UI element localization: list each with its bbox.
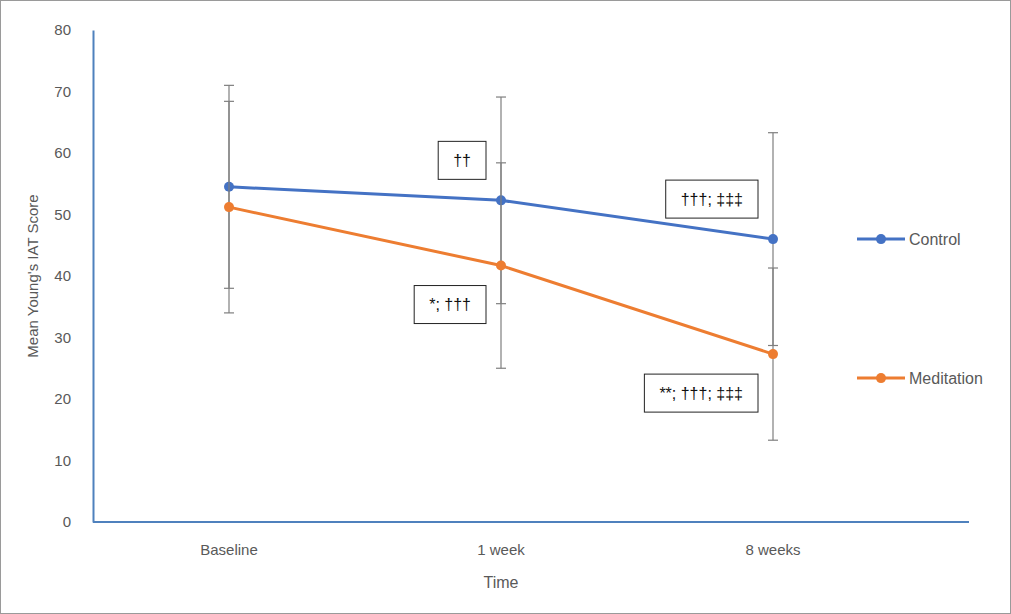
y-tick: 40: [54, 267, 93, 284]
annotation-text: ††: [453, 152, 471, 169]
frame: [1, 1, 1011, 614]
error-bar: [224, 101, 234, 313]
annotation-text: †††; ‡‡‡: [681, 191, 743, 208]
legend-entry: Control: [857, 231, 961, 248]
error-bar: [768, 268, 778, 440]
x-tick: 1 week: [477, 522, 525, 558]
y-tick-label: 60: [54, 144, 71, 161]
chart: 0 10 20 30 40 50 60 70 80 Baseline 1 week 8 weeks ††…: [0, 0, 1011, 614]
legend-entry: Meditation: [857, 370, 983, 387]
y-tick-label: 10: [54, 452, 71, 469]
annotation-text: **; †††; ‡‡‡: [659, 385, 743, 402]
legend-label: Control: [909, 231, 961, 248]
error-bar-cap: [496, 368, 506, 369]
x-tick-label: 1 week: [477, 541, 525, 558]
legend-marker: [876, 373, 886, 383]
annotation: ††: [438, 141, 486, 179]
y-tick-label: 0: [63, 513, 71, 530]
series-point: [224, 202, 234, 212]
x-tick-label: 8 weeks: [745, 541, 800, 558]
error-bar-cap: [224, 312, 234, 313]
series: [224, 101, 778, 440]
y-tick: 0: [63, 513, 93, 530]
x-axis: Baseline 1 week 8 weeks: [93, 522, 969, 558]
annotation: †††; ‡‡‡: [666, 180, 758, 218]
y-tick: 20: [54, 390, 93, 407]
x-axis-line: [93, 521, 969, 523]
y-tick-label: 50: [54, 206, 71, 223]
error-bar: [496, 163, 506, 368]
x-axis-title: Time: [484, 574, 519, 591]
y-axis-line: [93, 31, 95, 523]
annotations: †† †††; ‡‡‡ *; ††† **; †††; ‡‡‡: [414, 141, 758, 412]
y-tick-label: 30: [54, 329, 71, 346]
error-bar-cap: [496, 162, 506, 163]
x-tick-label: Baseline: [200, 541, 258, 558]
error-bar-cap: [224, 85, 234, 86]
y-axis-title: Mean Young's IAT Score: [24, 194, 41, 357]
y-axis: 0 10 20 30 40 50 60 70 80: [54, 21, 93, 530]
legend: Control Meditation: [857, 231, 983, 387]
x-tick: 8 weeks: [745, 522, 800, 558]
legend-marker: [876, 234, 886, 244]
y-tick-label: 40: [54, 267, 71, 284]
annotation-box: [666, 180, 758, 218]
y-tick: 30: [54, 329, 93, 346]
y-tick-label: 70: [54, 83, 71, 100]
error-bar-cap: [224, 101, 234, 102]
error-bar-cap: [496, 96, 506, 97]
error-bar-cap: [768, 267, 778, 268]
y-tick: 80: [54, 21, 93, 38]
legend-label: Meditation: [909, 370, 983, 387]
plot: 0 10 20 30 40 50 60 70 80 Baseline 1 week 8 weeks ††…: [54, 21, 969, 557]
series-point: [768, 349, 778, 359]
y-tick: 70: [54, 83, 93, 100]
y-tick: 60: [54, 144, 93, 161]
x-tick: Baseline: [200, 522, 258, 558]
annotation: *; †††: [414, 286, 486, 324]
y-tick: 10: [54, 452, 93, 469]
y-tick: 50: [54, 206, 93, 223]
annotation-text: *; †††: [429, 296, 471, 313]
series-point: [496, 261, 506, 271]
annotation-box: [438, 141, 486, 179]
annotation-box: [644, 374, 758, 412]
annotation-box: [414, 286, 486, 324]
y-tick-label: 20: [54, 390, 71, 407]
series-line: [229, 207, 773, 354]
series-point: [768, 234, 778, 244]
marks: [224, 85, 778, 440]
y-tick-label: 80: [54, 21, 71, 38]
error-bar-cap: [768, 440, 778, 441]
error-bar-cap: [768, 132, 778, 133]
annotation: **; †††; ‡‡‡: [644, 374, 758, 412]
